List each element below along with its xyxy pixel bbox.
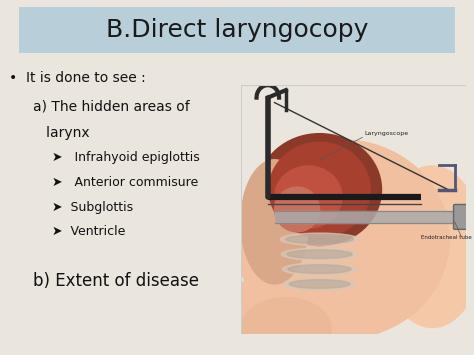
Ellipse shape [287,250,352,258]
Ellipse shape [258,133,382,246]
Text: B.Direct laryngocopy: B.Direct laryngocopy [106,18,368,42]
Text: ➤  Subglottis: ➤ Subglottis [52,201,133,214]
Text: ➤   Anterior commisure: ➤ Anterior commisure [52,176,199,189]
Ellipse shape [283,278,356,290]
Text: ➤  Ventricle: ➤ Ventricle [52,225,126,239]
Ellipse shape [286,235,353,244]
Text: larynx: larynx [33,126,90,140]
Text: b) Extent of disease: b) Extent of disease [33,272,199,290]
FancyBboxPatch shape [454,204,469,229]
Ellipse shape [283,263,357,275]
FancyBboxPatch shape [19,7,455,53]
Ellipse shape [382,166,474,327]
Ellipse shape [241,160,308,284]
Ellipse shape [282,248,358,261]
Ellipse shape [235,140,449,339]
Text: a) The hidden areas of: a) The hidden areas of [33,99,190,113]
Ellipse shape [274,187,319,232]
Ellipse shape [241,297,331,355]
Ellipse shape [289,280,350,288]
Text: Endotracheal tube: Endotracheal tube [421,235,472,240]
Text: Laryngoscope: Laryngoscope [365,131,409,136]
Ellipse shape [274,166,342,228]
Ellipse shape [269,142,370,237]
Ellipse shape [288,265,351,273]
Text: •  It is done to see :: • It is done to see : [9,71,146,85]
Text: ➤   Infrahyoid epiglottis: ➤ Infrahyoid epiglottis [52,151,200,164]
Ellipse shape [280,233,359,246]
Ellipse shape [235,260,359,347]
